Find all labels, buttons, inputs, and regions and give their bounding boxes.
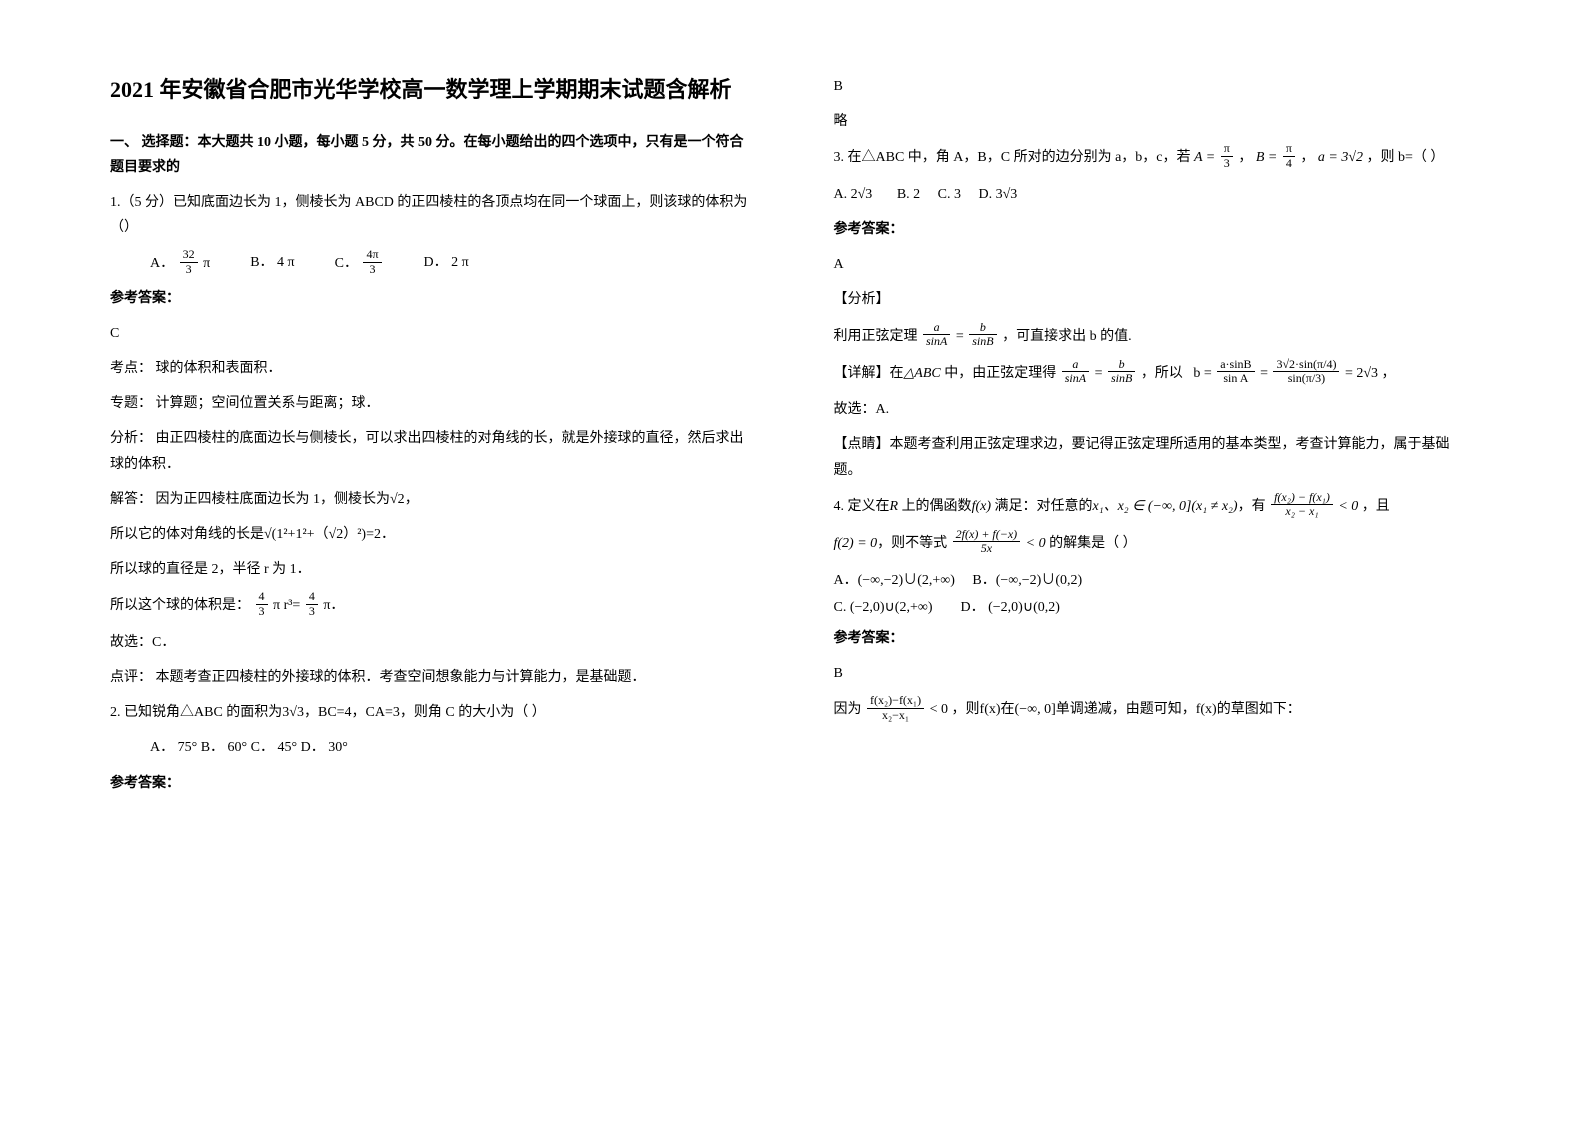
q4-yinwei: 因为 f(x₂)−f(x₁)x₂−x₁ < 0 ，则f(x)在(−∞, 0]单调… bbox=[834, 696, 1478, 723]
q1-dianping: 点评： 本题考查正四棱柱的外接球的体积．考查空间想象能力与计算能力，是基础题． bbox=[110, 665, 754, 690]
q3-fenxi: 利用正弦定理 asinA = bsinB ，可直接求出 b 的值. bbox=[834, 323, 1478, 350]
q2-text: 2. 已知锐角△ABC 的面积为3√3，BC=4，CA=3，则角 C 的大小为（… bbox=[110, 700, 754, 725]
q4-optAB: A．(−∞,−2)∪(2,+∞) B．(−∞,−2)∪(0,2) bbox=[834, 568, 1478, 593]
q3-text: 3. 在△ABC 中，角 A，B，C 所对的边分别为 a，b，c，若 A = π… bbox=[834, 144, 1478, 171]
q3-options: A. 2√3 B. 2 C. 3 D. 3√3 bbox=[834, 182, 1478, 207]
q1-optA: A． 323 π bbox=[150, 250, 210, 277]
q3-dianjing: 【点睛】本题考查利用正弦定理求边，要记得正弦定理所适用的基本类型，考查计算能力，… bbox=[834, 432, 1478, 482]
q1-optB: B． 4 π bbox=[250, 250, 294, 277]
q1-optC: C． 4π3 bbox=[335, 250, 384, 277]
q1-jieda2: 所以它的体对角线的长是√(1²+1²+（√2）²)=2． bbox=[110, 522, 754, 547]
q2-ans: B bbox=[834, 74, 1478, 99]
q1-options: A． 323 π B． 4 π C． 4π3 D． 2 π bbox=[150, 250, 754, 277]
q4-ans-label: 参考答案： bbox=[834, 626, 1478, 651]
q3-fenxi-head: 【分析】 bbox=[834, 287, 1478, 312]
q3-xiangjie: 【详解】在△ABC 中，由正弦定理得 asinA = bsinB ，所以 b =… bbox=[834, 360, 1478, 387]
q1-ans: C bbox=[110, 321, 754, 346]
q2-options: A． 75° B． 60° C． 45° D． 30° bbox=[110, 735, 754, 760]
q4-optCD: C. (−2,0)∪(2,+∞) D． (−2,0)∪(0,2) bbox=[834, 595, 1478, 620]
q1-optD: D． 2 π bbox=[424, 250, 469, 277]
q1-jieda3: 所以球的直径是 2，半径 r 为 1． bbox=[110, 557, 754, 582]
doc-title: 2021 年安徽省合肥市光华学校高一数学理上学期期末试题含解析 bbox=[110, 70, 754, 110]
q2-ans-label: 参考答案： bbox=[110, 771, 754, 796]
q1-text: 1.（5 分）已知底面边长为 1，侧棱长为 ABCD 的正四棱柱的各顶点均在同一… bbox=[110, 190, 754, 240]
q3-guxuan: 故选：A. bbox=[834, 397, 1478, 422]
q4-ans: B bbox=[834, 661, 1478, 686]
q4-line2: f(2) = 0，则不等式 2f(x) + f(−x)5x < 0 的解集是（ … bbox=[834, 530, 1478, 557]
q1-jieda4: 所以这个球的体积是： 43 π r³= 43 π． bbox=[110, 592, 754, 619]
q2-lue: 略 bbox=[834, 109, 1478, 134]
section1-heading: 一、 选择题：本大题共 10 小题，每小题 5 分，共 50 分。在每小题给出的… bbox=[110, 130, 754, 180]
q3-ans-label: 参考答案： bbox=[834, 217, 1478, 242]
q1-fenxi: 分析： 由正四棱柱的底面边长与侧棱长，可以求出四棱柱的对角线的长，就是外接球的直… bbox=[110, 426, 754, 476]
q1-guxuan: 故选：C． bbox=[110, 630, 754, 655]
q4-text: 4. 定义在R 上的偶函数f(x) 满足：对任意的x₁、x₂ ∈ (−∞, 0]… bbox=[834, 493, 1478, 520]
q1-jieda1: 解答： 因为正四棱柱底面边长为 1，侧棱长为√2， bbox=[110, 487, 754, 512]
q1-kaodian: 考点： 球的体积和表面积． bbox=[110, 356, 754, 381]
q1-ans-label: 参考答案： bbox=[110, 286, 754, 311]
q1-zhuanti: 专题： 计算题；空间位置关系与距离；球． bbox=[110, 391, 754, 416]
q3-ans: A bbox=[834, 252, 1478, 277]
